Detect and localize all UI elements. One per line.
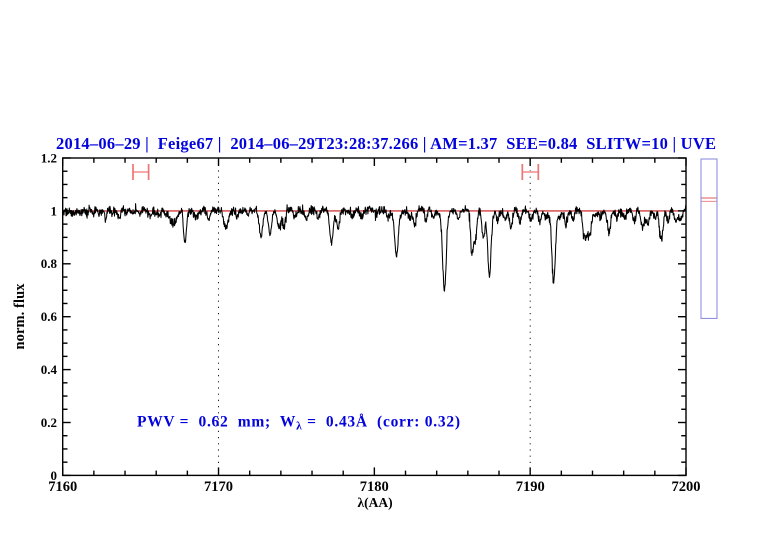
svg-text:7160: 7160 — [48, 479, 77, 495]
svg-text:0: 0 — [51, 468, 58, 483]
svg-text:1: 1 — [51, 203, 58, 218]
svg-text:λ(AA): λ(AA) — [357, 495, 392, 510]
svg-text:PWV = 0.62 mm; Wλ = 0.43Å: PWV = 0.62 mm; Wλ = 0.43Å (corr: 0.32) — [137, 414, 460, 433]
svg-text:norm. flux: norm. flux — [12, 283, 28, 350]
svg-text:7190: 7190 — [516, 479, 545, 495]
svg-text:0.2: 0.2 — [41, 415, 57, 430]
svg-text:7170: 7170 — [204, 479, 233, 495]
svg-text:0.4: 0.4 — [41, 362, 58, 377]
svg-text:7180: 7180 — [360, 479, 389, 495]
svg-text:7200: 7200 — [672, 479, 701, 495]
svg-text:0.6: 0.6 — [41, 309, 58, 324]
svg-text:1.2: 1.2 — [41, 150, 57, 165]
svg-text:0.8: 0.8 — [41, 256, 58, 271]
svg-text:2014–06–29 | Feige67 | 2014–: 2014–06–29 | Feige67 | 2014–06–29T23:28:… — [56, 134, 716, 153]
